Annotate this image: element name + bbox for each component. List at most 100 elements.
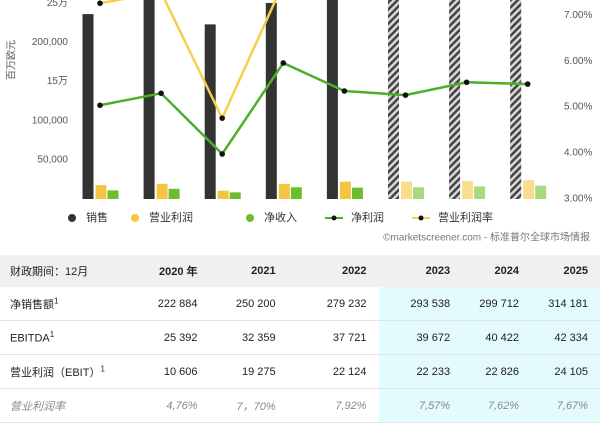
header-cell: 2025 [531,255,600,287]
legend-label: 营业利润 [149,210,193,224]
y2-tick-label: 6.00% [564,56,592,67]
bar [462,181,474,199]
header-cell: 2020 年 [118,255,210,287]
value-cell: 22 233 [378,354,463,389]
row-label: EBITDA1 [0,320,119,355]
bar [82,14,94,200]
value-cell: 42 334 [531,320,600,355]
y2-tick-label: 7.00% [564,10,592,21]
value-cell: 7,67% [531,388,600,423]
legend-swatch [131,214,139,222]
legend-swatch [331,215,337,221]
row-label-text: 营业利润（EBIT） [10,366,101,379]
bar [107,190,119,199]
value-cell: 32 359 [209,320,288,355]
row-label-text: 营业利润率 [10,400,65,413]
line-marker [97,102,103,109]
legend-label: 净利润 [351,210,384,224]
bar [523,180,535,199]
bar [217,190,229,199]
bar [351,187,363,199]
value-cell: 299 712 [462,287,532,321]
table-row: 营业利润率 4,76% 7，70% 7,92% 7,57% 7,62% 7,67% [0,388,600,423]
header-cell: 2021 [209,255,288,287]
legend-swatch [246,214,254,222]
value-cell: 10 606 [118,354,210,389]
bar [278,183,290,199]
value-cell: 279 232 [287,287,379,321]
line-marker [402,92,409,98]
row-label: 营业利润率 [0,388,119,423]
bar [229,192,241,199]
bar [156,183,168,199]
value-cell: 293 538 [378,287,463,321]
value-cell: 7,62% [462,388,532,423]
value-cell: 37 721 [287,320,379,355]
line-marker [280,60,287,66]
footnote-mark: 1 [100,363,105,373]
footnote-mark: 1 [49,330,55,340]
y2-tick-label: 3.00% [564,194,592,205]
value-cell: 314 181 [531,287,600,321]
financial-table: 财政期间：12月 2020 年 2021 2022 2023 2024 2025 净销售额1 2… [0,255,600,423]
bar [449,0,461,200]
line-marker [219,151,225,157]
y-tick-label: 25万 [47,0,68,9]
row-label-text: EBITDA [10,332,50,345]
legend-swatch [68,214,76,222]
y2-tick-label: 5.00% [564,102,592,113]
line-marker [463,79,470,86]
value-cell: 19 275 [209,354,288,389]
bar [535,185,547,199]
value-cell: 4,76% [118,388,210,423]
value-cell: 7，70% [209,388,288,423]
line [99,0,277,122]
bar [168,188,180,199]
value-cell: 22 124 [287,354,379,389]
value-cell: 7,92% [287,388,379,423]
row-label-text: 净销售额 [10,298,54,311]
bar [204,24,216,200]
y-tick-label: 50,000 [37,154,68,165]
bar [388,0,399,200]
bar [326,0,338,199]
table-row: EBITDA1 25 392 32 359 37 721 39 672 40 422 42 … [0,320,600,355]
line-marker [219,115,225,121]
bar [339,181,351,199]
bar [143,0,155,199]
value-cell: 22 826 [462,354,532,389]
y-tick-label: 15万 [47,76,68,87]
bar [474,186,486,199]
header-cell: 2024 [462,255,532,287]
bar [95,185,107,199]
line [99,61,528,156]
bar [510,0,522,200]
line-marker [158,90,164,97]
chart: 百万欧元 ©marketscreener.com - 标准普尔全球市场情报 50… [6,0,592,244]
line-marker [341,88,348,94]
legend-swatch [418,215,424,221]
line-marker [97,0,103,7]
value-cell: 24 105 [531,354,600,389]
header-cell: 2023 [378,255,463,287]
legend-label: 净收入 [264,210,297,224]
y-tick-label: 100,000 [32,115,69,126]
bar [401,181,412,199]
value-cell: 250 200 [209,287,288,321]
legend-label: 营业利润率 [438,210,493,224]
value-cell: 40 422 [462,320,532,355]
footnote-mark: 1 [54,295,59,305]
source: ©marketscreener.com - 标准普尔全球市场情报 [383,231,590,244]
row-label: 净销售额1 [0,287,119,321]
row-label: 营业利润（EBIT）1 [0,354,119,389]
bar [290,187,302,199]
header-cell: 财政期间：12月 [0,255,119,287]
table-row: 净销售额1 222 884 250 200 279 232 293 538 299 712… [0,287,600,321]
line-marker [524,81,531,87]
header-cell: 2022 [287,255,379,287]
legend-label: 销售 [86,210,108,224]
value-cell: 222 884 [118,287,210,321]
y-axis-title: 百万欧元 [6,40,18,80]
y2-tick-label: 4.00% [564,148,592,159]
